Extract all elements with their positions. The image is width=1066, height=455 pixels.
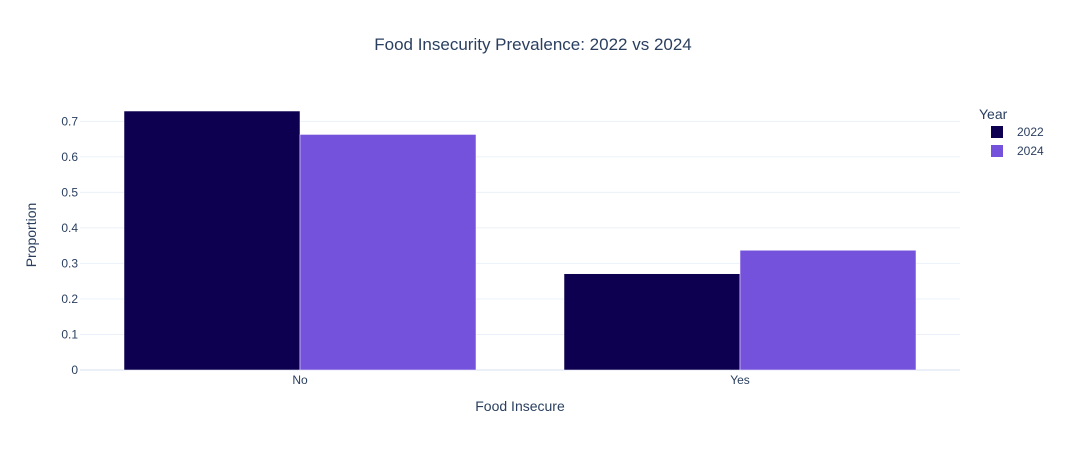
y-tick-label: 0 <box>71 363 78 377</box>
legend-swatch <box>991 126 1003 138</box>
y-tick-label: 0.1 <box>61 327 78 341</box>
legend-label: 2022 <box>1017 125 1044 139</box>
chart-title: Food Insecurity Prevalence: 2022 vs 2024 <box>374 35 692 54</box>
legend: Year 2022 2024 <box>979 106 1044 158</box>
y-tick-label: 0.6 <box>61 150 78 164</box>
bar-2022-yes[interactable] <box>563 273 741 371</box>
x-axis-title: Food Insecure <box>475 398 565 414</box>
legend-item-2024[interactable]: 2024 <box>991 144 1044 158</box>
bars <box>123 110 917 371</box>
y-tick-label: 0.3 <box>61 256 78 270</box>
x-tick-label: No <box>292 373 308 387</box>
x-tick-label: Yes <box>730 373 750 387</box>
y-tick-label: 0.7 <box>61 114 78 128</box>
y-axis-title: Proportion <box>23 203 39 268</box>
y-axis-ticks: 0 0.1 0.2 0.3 0.4 0.5 0.6 0.7 <box>61 114 78 377</box>
bar-2024-yes[interactable] <box>739 250 917 371</box>
bar-2024-no[interactable] <box>299 134 477 371</box>
y-tick-label: 0.2 <box>61 292 78 306</box>
x-axis-ticks: No Yes <box>292 373 749 387</box>
y-tick-label: 0.4 <box>61 221 78 235</box>
legend-title: Year <box>979 106 1008 122</box>
y-tick-label: 0.5 <box>61 185 78 199</box>
legend-swatch <box>991 145 1003 157</box>
legend-items: 2022 2024 <box>991 125 1044 158</box>
legend-label: 2024 <box>1017 144 1044 158</box>
legend-item-2022[interactable]: 2022 <box>991 125 1044 139</box>
bar-2022-no[interactable] <box>123 110 301 371</box>
